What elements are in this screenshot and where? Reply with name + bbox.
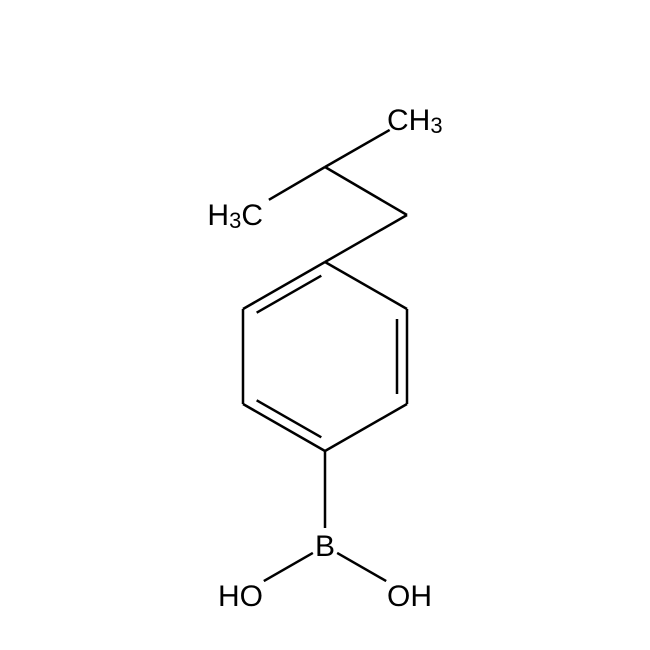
bond-c_ch2-c_ch (325, 167, 407, 215)
bond-c_ring_br-c_ring_bot (325, 404, 407, 451)
bond-c_ring_top-c_ch2 (325, 215, 407, 262)
bond-c_ch-c_me_left (269, 167, 325, 200)
chemical-structure-svg: B OH HO CH3 H3C (0, 0, 650, 650)
bond2-c_ring_tl-c_ring_top (257, 276, 322, 313)
bonds-layer (243, 130, 407, 581)
atom-label-oh-right: OH (387, 580, 432, 613)
bond-b-oh_right (337, 553, 386, 581)
bond-b-oh_left (264, 553, 313, 581)
bond-c_ch-c_me_top (325, 130, 390, 167)
bond-c_ring_tl-c_ring_top (243, 262, 325, 309)
bond-c_ring_bot-c_ring_bl (243, 404, 325, 451)
bond2-c_ring_bot-c_ring_bl (257, 400, 322, 437)
atom-label-h3c-left: H3C (207, 199, 263, 233)
atom-label-boron: B (315, 530, 335, 563)
atom-label-ch3-top: CH3 (387, 104, 443, 138)
bond-c_ring_top-c_ring_tr (325, 262, 407, 309)
atom-label-ho-left: HO (218, 580, 263, 613)
